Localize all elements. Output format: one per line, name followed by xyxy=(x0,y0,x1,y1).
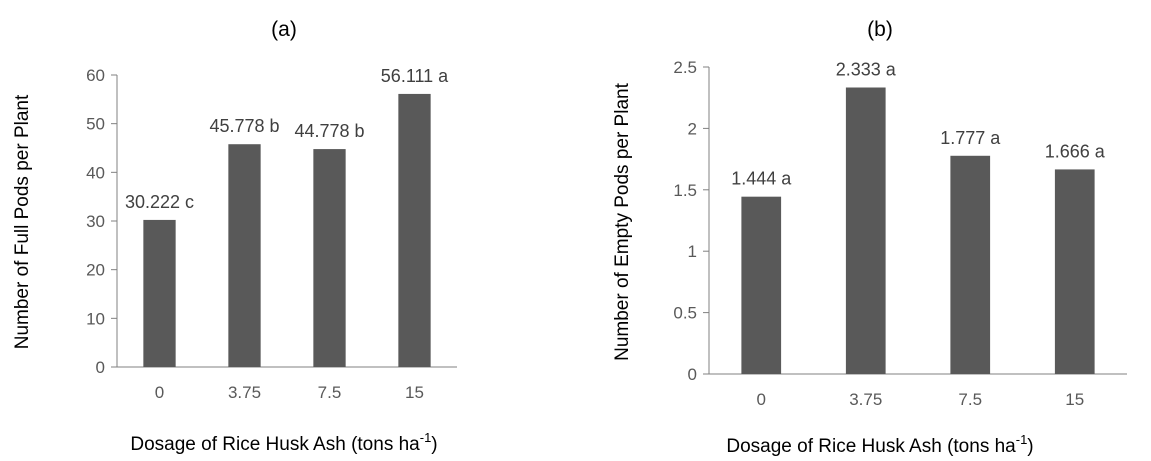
chart-b-title: (b) xyxy=(867,18,893,41)
chart-a-bar xyxy=(313,149,346,367)
chart-b-y-axis-title: Number of Empty Pods per Plant xyxy=(612,82,633,360)
chart-a-x-axis-title: Dosage of Rice Husk Ash (tons ha-1) xyxy=(130,430,437,455)
chart-a-title: (a) xyxy=(271,18,297,41)
chart-a-y-tick-label: 20 xyxy=(86,261,105,280)
chart-b: (b) Number of Empty Pods per Plant Dosag… xyxy=(612,18,1127,457)
chart-b-y-tick-label: 2.5 xyxy=(673,58,697,77)
chart-a-bar xyxy=(398,93,431,368)
chart-b-x-axis-title: Dosage of Rice Husk Ash (tons ha-1) xyxy=(726,432,1033,457)
chart-a-bar xyxy=(228,144,261,367)
chart-a-axes: 0 10 20 30 40 50 60 0 3.75 7.5 15 xyxy=(86,66,457,402)
chart-a-y-axis-title: Number of Full Pods per Plant xyxy=(12,94,33,349)
chart-a: (a) Number of Full Pods per Plant Dosage… xyxy=(12,18,457,455)
chart-a-bars xyxy=(143,93,431,368)
chart-a-data-label: 30.222 c xyxy=(125,192,194,212)
chart-a-data-label: 45.778 b xyxy=(209,116,279,136)
chart-a-data-label: 44.778 b xyxy=(294,121,364,141)
chart-a-x-axis-title-end: ) xyxy=(431,434,437,455)
chart-a-y-tick-label: 0 xyxy=(96,358,105,377)
chart-a-x-tick-label: 3.75 xyxy=(228,383,261,402)
chart-b-x-tick-label: 7.5 xyxy=(958,390,982,409)
chart-b-x-tick-label: 3.75 xyxy=(849,390,882,409)
chart-a-x-tick-label: 15 xyxy=(405,383,424,402)
chart-b-bar xyxy=(950,155,991,374)
chart-a-y-tick-label: 40 xyxy=(86,163,105,182)
chart-b-data-label: 1.666 a xyxy=(1045,141,1106,161)
chart-a-data-labels: 30.222 c 45.778 b 44.778 b 56.111 a xyxy=(125,66,449,212)
chart-b-data-label: 1.777 a xyxy=(940,128,1001,148)
chart-b-data-labels: 1.444 a 2.333 a 1.777 a 1.666 a xyxy=(731,60,1106,189)
chart-b-y-tick-label: 1.5 xyxy=(673,181,697,200)
chart-a-y-tick-label: 60 xyxy=(86,66,105,85)
chart-b-y-tick-label: 0 xyxy=(688,365,697,384)
chart-b-y-tick-label: 1 xyxy=(688,242,697,261)
chart-b-bar xyxy=(1054,169,1095,374)
chart-a-data-label: 56.111 a xyxy=(381,66,449,86)
chart-a-x-tick-label: 0 xyxy=(155,383,164,402)
chart-b-y-tick-label: 2 xyxy=(688,119,697,138)
chart-b-x-axis-title-main: Dosage of Rice Husk Ash (tons ha xyxy=(726,436,1016,457)
chart-b-x-tick-label: 15 xyxy=(1065,390,1084,409)
chart-a-y-tick-label: 50 xyxy=(86,115,105,134)
chart-b-bars xyxy=(741,87,1095,374)
chart-a-x-axis-title-main: Dosage of Rice Husk Ash (tons ha xyxy=(130,434,420,455)
chart-b-bar xyxy=(741,196,782,374)
chart-b-x-axis-title-superscript: -1 xyxy=(1016,432,1028,447)
chart-a-y-tick-label: 10 xyxy=(86,309,105,328)
chart-a-x-tick-label: 7.5 xyxy=(318,383,342,402)
chart-a-bar xyxy=(143,219,176,367)
chart-b-data-label: 2.333 a xyxy=(836,60,897,80)
chart-a-x-axis-title-superscript: -1 xyxy=(420,430,432,445)
chart-b-x-axis-title-end: ) xyxy=(1027,436,1033,457)
chart-b-x-tick-label: 0 xyxy=(757,390,766,409)
chart-a-y-tick-label: 30 xyxy=(86,212,105,231)
chart-b-bar xyxy=(845,87,886,374)
chart-b-data-label: 1.444 a xyxy=(731,169,792,189)
chart-b-y-tick-label: 0.5 xyxy=(673,304,697,323)
